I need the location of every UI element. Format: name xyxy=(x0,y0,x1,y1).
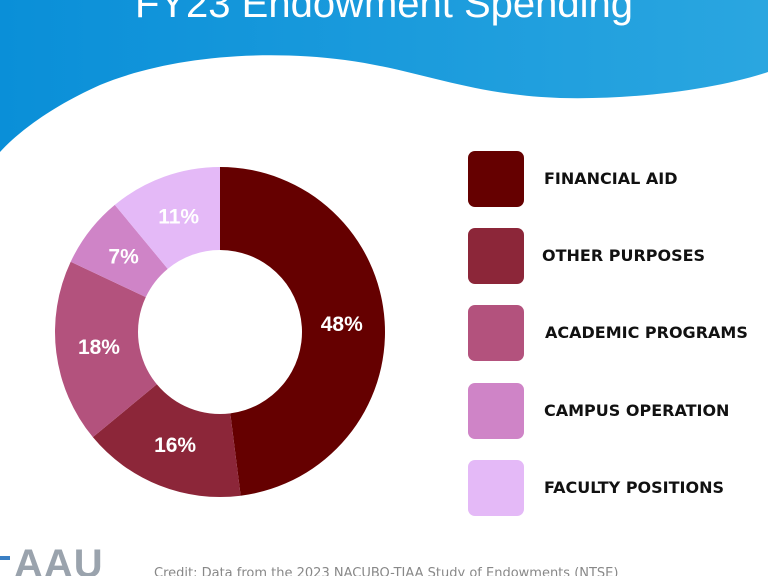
legend-swatch-academic-programs xyxy=(468,305,524,361)
legend-swatch-other-purposes xyxy=(468,228,524,284)
legend-label-academic-programs: ACADEMIC PROGRAMS xyxy=(545,323,748,342)
donut-slice-faculty-positions xyxy=(114,167,220,269)
donut-slice-academic-programs xyxy=(55,261,157,438)
legend-item-campus-operation: CAMPUS OPERATION xyxy=(468,383,768,441)
legend-label-other-purposes: OTHER PURPOSES xyxy=(542,246,706,265)
donut-chart: 48% 16% 18% 7% 11% xyxy=(55,167,385,497)
legend-swatch-financial-aid xyxy=(468,151,524,207)
legend-item-other-purposes: OTHER PURPOSES xyxy=(468,228,768,286)
legend-swatch-faculty-positions xyxy=(468,460,524,516)
slice-label-faculty-positions: 11% xyxy=(158,206,199,229)
slice-label-other-purposes: 16% xyxy=(154,434,196,457)
legend-item-financial-aid: FINANCIAL AID xyxy=(468,151,768,209)
legend-label-financial-aid: FINANCIAL AID xyxy=(544,169,678,188)
slice-label-academic-programs: 18% xyxy=(78,336,120,359)
donut-slice-financial-aid xyxy=(220,167,385,496)
header-wave-background xyxy=(0,0,768,152)
legend-swatch-campus-operation xyxy=(468,383,524,439)
legend-label-faculty-positions: FACULTY POSITIONS xyxy=(544,478,725,497)
donut-slice-other-purposes xyxy=(92,384,241,497)
slice-label-financial-aid: 48% xyxy=(321,313,363,336)
donut-slice-campus-operation xyxy=(70,204,168,298)
aau-logo-icon xyxy=(0,556,10,560)
credit-text: Credit: Data from the 2023 NACUBO-TIAA S… xyxy=(154,566,619,576)
logo-text: AAU xyxy=(14,542,104,576)
legend-label-campus-operation: CAMPUS OPERATION xyxy=(544,401,730,420)
aau-logo: AAU xyxy=(0,542,110,576)
legend-item-academic-programs: ACADEMIC PROGRAMS xyxy=(468,305,768,363)
page-title: FY23 Endowment Spending xyxy=(134,0,634,26)
slice-label-campus-operation: 7% xyxy=(108,246,139,269)
legend-item-faculty-positions: FACULTY POSITIONS xyxy=(468,460,768,518)
